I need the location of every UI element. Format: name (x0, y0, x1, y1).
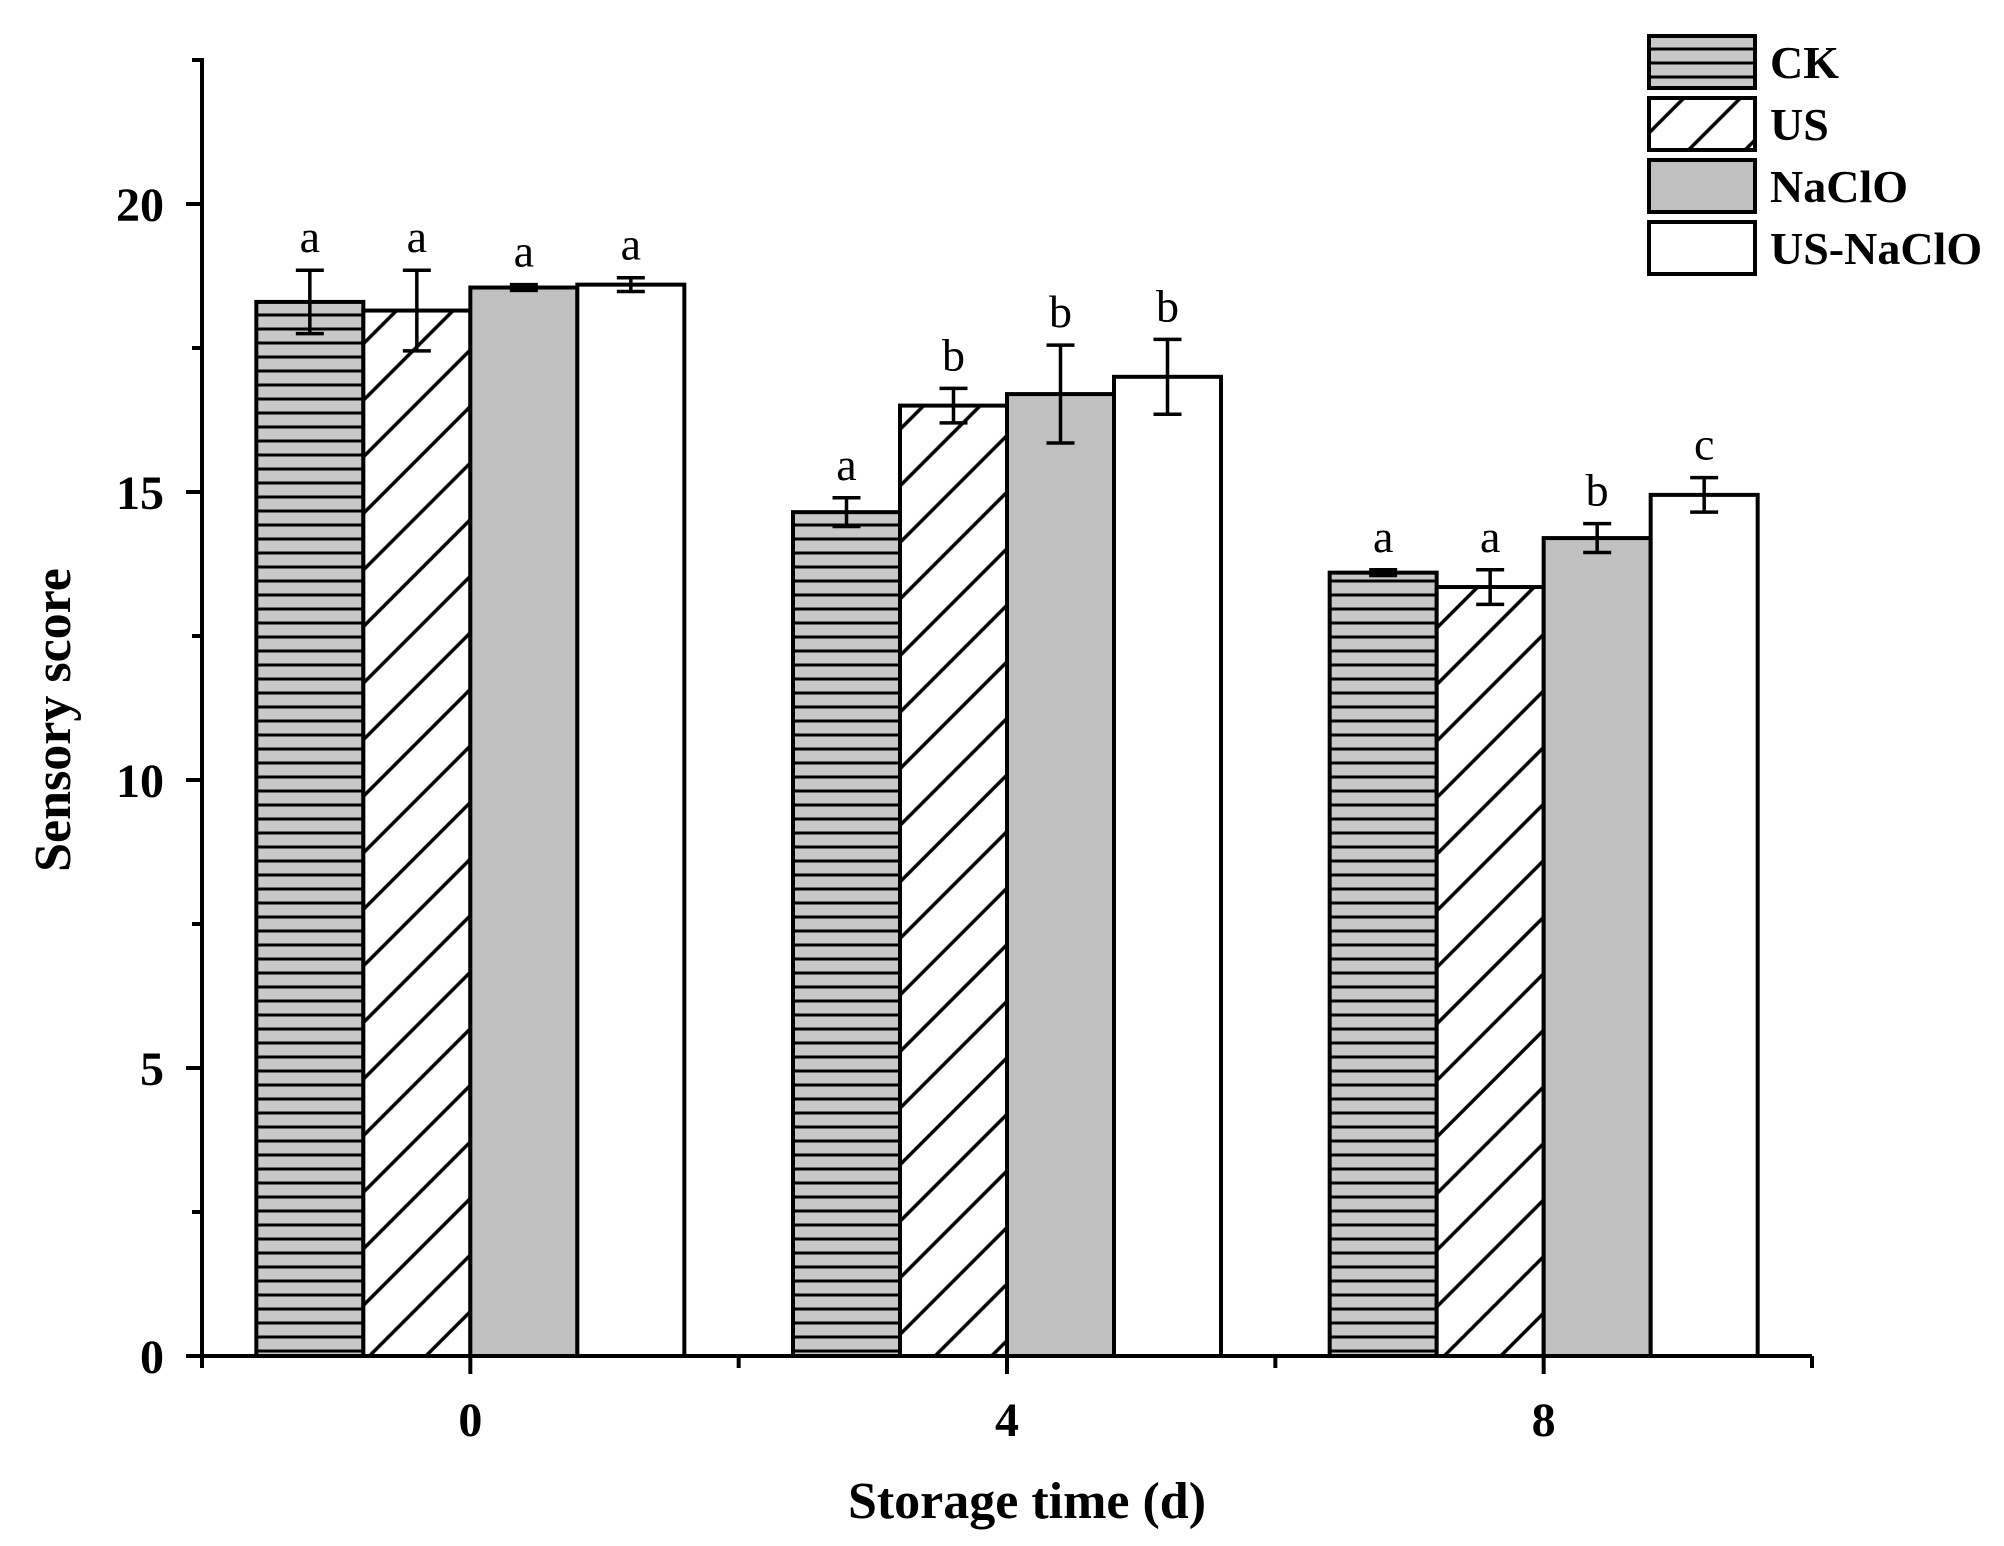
bar (254, 299, 366, 1358)
bar (1112, 374, 1223, 1358)
bar-group-naclo: a (468, 226, 580, 1358)
bar (1005, 392, 1116, 1358)
legend-swatch (1647, 34, 1757, 90)
bar-group-naclo: b (1005, 286, 1116, 1358)
bar-group-us: a (361, 211, 473, 1358)
legend-swatch (1647, 96, 1757, 152)
x-tick-label: 4 (995, 1394, 1019, 1447)
bar-group-ck: a (254, 211, 366, 1358)
y-tick-label: 20 (116, 179, 164, 232)
bar (468, 285, 580, 1358)
legend-swatch (1647, 220, 1757, 276)
bar-group-us-naclo: a (575, 219, 687, 1358)
bar (361, 308, 473, 1358)
bar-group-us: b (898, 329, 1009, 1359)
bar (1327, 570, 1439, 1358)
significance-label: a (407, 211, 427, 262)
significance-label: a (836, 439, 856, 490)
axes: 0 5 10 15 20 0 4 8 (116, 58, 1814, 1447)
bar-group-us: a (1434, 511, 1546, 1358)
significance-label: b (1586, 465, 1609, 516)
bar-group-ck: a (791, 439, 902, 1358)
y-tick-label: 5 (140, 1043, 164, 1096)
bar (1648, 492, 1760, 1358)
legend-label: US (1770, 99, 1829, 150)
bar (791, 510, 902, 1358)
y-tick-label: 0 (140, 1331, 164, 1384)
bar (1541, 536, 1653, 1358)
legend-swatch (1647, 158, 1757, 214)
legend-label: NaClO (1770, 161, 1908, 212)
significance-label: a (514, 226, 534, 277)
y-ticks: 0 5 10 15 20 (116, 58, 202, 1384)
significance-label: b (1049, 286, 1072, 337)
legend-label: US-NaClO (1770, 223, 1982, 274)
x-tick-label: 0 (458, 1394, 482, 1447)
bar-group-us-naclo: b (1112, 280, 1223, 1358)
bar-group-us-naclo: c (1648, 419, 1760, 1358)
significance-label: a (621, 219, 641, 270)
y-tick-label: 15 (116, 467, 164, 520)
significance-label: c (1694, 419, 1714, 470)
legend: CK US NaClO US-NaClO (1647, 34, 1982, 276)
x-tick-label: 8 (1532, 1394, 1556, 1447)
plot-area: a a a a a b b b a a b c (254, 211, 1760, 1359)
y-axis-title: Sensory score (25, 568, 82, 872)
bar (1434, 585, 1546, 1358)
significance-label: a (300, 211, 320, 262)
bar-group-ck: a (1327, 511, 1439, 1358)
bar-group-naclo: b (1541, 465, 1653, 1358)
significance-label: a (1480, 511, 1500, 562)
bar (898, 403, 1009, 1359)
legend-label: CK (1770, 37, 1839, 88)
significance-label: b (942, 329, 965, 380)
significance-label: a (1373, 511, 1393, 562)
bar (575, 282, 687, 1358)
significance-label: b (1156, 280, 1179, 331)
y-tick-label: 10 (116, 755, 164, 808)
x-axis-title: Storage time (d) (848, 1473, 1206, 1530)
x-ticks: 0 4 8 (200, 1356, 1814, 1447)
